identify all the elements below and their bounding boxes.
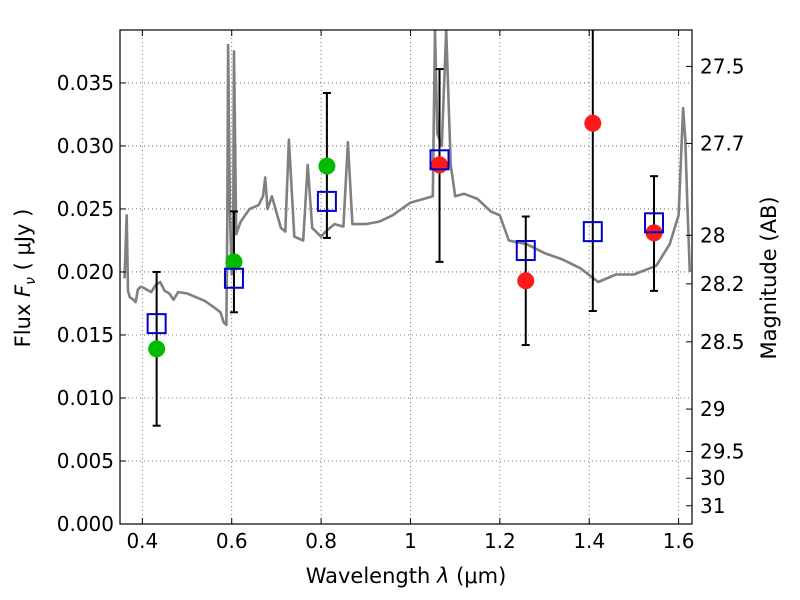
y2-tick-label: 28.5 xyxy=(700,330,745,354)
red-point xyxy=(584,114,602,132)
y-tick-label: 0.025 xyxy=(57,197,114,221)
blue-square xyxy=(429,149,450,171)
y-tick-label: 0.010 xyxy=(57,386,114,410)
y-tick-label: 0.035 xyxy=(57,71,114,95)
x-tick-label: 0.4 xyxy=(126,529,158,553)
y2-tick-label: 29.5 xyxy=(700,439,745,463)
y-tick-label: 0.000 xyxy=(57,512,114,536)
y2-tick-label: 31 xyxy=(700,494,725,518)
blue-square xyxy=(515,240,536,262)
y2-tick-label: 27.5 xyxy=(700,54,745,78)
y2-tick-label: 30 xyxy=(700,466,725,490)
green-point xyxy=(225,253,243,271)
model-spectrum xyxy=(123,30,692,327)
y-tick-label: 0.015 xyxy=(57,323,114,347)
y2-tick-label: 28.2 xyxy=(700,272,745,296)
x-tick-label: 0.6 xyxy=(216,529,248,553)
spectrum-line xyxy=(123,30,692,327)
blue-square xyxy=(223,267,244,289)
red-point xyxy=(517,272,535,290)
y2-tick-label: 29 xyxy=(700,397,725,421)
grid xyxy=(120,30,692,524)
blue-square xyxy=(146,313,167,335)
markers xyxy=(146,114,665,358)
red-point xyxy=(431,156,449,174)
x-tick-label: 1.4 xyxy=(573,529,605,553)
x-axis-label: Wavelength λ (μm) xyxy=(306,564,507,588)
green-point xyxy=(318,157,336,175)
x-tick-label: 0.8 xyxy=(305,529,337,553)
blue-square xyxy=(582,221,603,243)
y-tick-label: 0.020 xyxy=(57,260,114,284)
blue-square xyxy=(644,212,665,234)
x-tick-label: 1 xyxy=(404,529,417,553)
y2-tick-label: 27.7 xyxy=(700,131,745,155)
plot-frame xyxy=(119,29,693,525)
y2-tick-label: 28 xyxy=(700,223,725,247)
ticks: 0.4 0.6 0.8 1 1.2 1.4 1.6 0.000 0.005 0.010 0.015 0… xyxy=(57,30,745,553)
blue-square xyxy=(316,190,337,212)
y-axis-label: Flux Fν ( μJy ) xyxy=(11,209,39,348)
y-tick-label: 0.030 xyxy=(57,134,114,158)
y2-axis-label: Magnitude (AB) xyxy=(757,196,781,359)
green-point xyxy=(148,340,166,358)
x-tick-label: 1.2 xyxy=(484,529,516,553)
x-tick-label: 1.6 xyxy=(663,529,695,553)
y-tick-label: 0.005 xyxy=(57,449,114,473)
